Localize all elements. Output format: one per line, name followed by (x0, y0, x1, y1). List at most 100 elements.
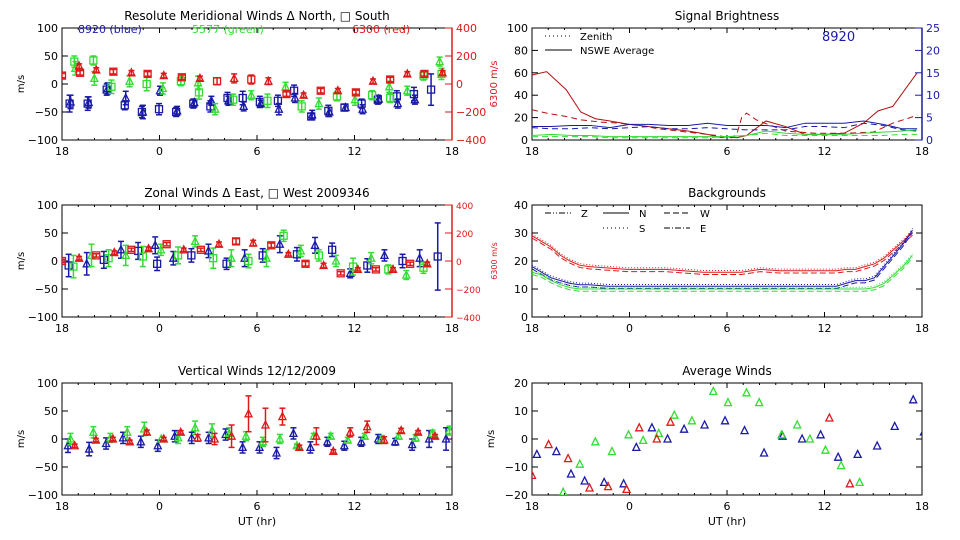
data-point-square (316, 86, 325, 95)
data-point-triangle (532, 448, 542, 459)
data-point-triangle (580, 475, 590, 485)
y-tick-label: 100 (37, 199, 58, 212)
y-tick-label: 50 (44, 227, 58, 240)
data-point-square (162, 240, 171, 249)
data-point-triangle (179, 244, 189, 254)
chart-title: Zonal Winds Δ East, □ West 2009346 (144, 186, 369, 200)
right-y-tick-label: 15 (926, 67, 940, 80)
data-point-square (138, 252, 148, 261)
data-point-triangle (144, 243, 154, 253)
x-tick-label: 6 (254, 145, 261, 158)
x-tick-label: 6 (724, 500, 731, 513)
data-point-triangle (603, 481, 613, 491)
plot-frame (531, 204, 923, 318)
data-point-triangle (631, 441, 641, 452)
data-point-triangle (665, 416, 676, 426)
x-tick-label: 18 (55, 500, 69, 513)
y-tick-label: −20 (505, 489, 528, 502)
chart-title: Vertical Winds 12/12/2009 (178, 364, 336, 378)
right-y-tick-label: 200 (456, 50, 477, 63)
x-tick-label: 6 (254, 500, 261, 513)
data-point-square (107, 82, 116, 91)
data-point-triangle (700, 419, 710, 429)
chart-title: Backgrounds (688, 186, 766, 200)
y-tick-label: 0 (521, 134, 528, 147)
data-point-square (420, 69, 429, 79)
data-point-triangle (290, 92, 300, 102)
right-y-tick-label: −200 (456, 106, 486, 119)
data-point-square (371, 265, 381, 274)
data-point-triangle (339, 440, 349, 450)
data-point-triangle (109, 247, 119, 257)
data-point-triangle (277, 411, 287, 421)
right-y-tick-label: −200 (456, 286, 481, 296)
data-point-square (426, 85, 436, 94)
data-point-triangle (723, 397, 733, 407)
data-point-triangle (679, 423, 689, 433)
data-point-triangle (296, 245, 306, 255)
x-tick-label: 6 (724, 322, 731, 335)
data-point-triangle (307, 109, 317, 119)
data-point-triangle (121, 249, 131, 260)
data-point-triangle (362, 421, 372, 431)
data-point-square (419, 263, 428, 272)
data-point-triangle (422, 258, 432, 268)
data-point-triangle (275, 238, 285, 248)
y-tick-label: 10 (514, 283, 528, 296)
data-point-square (222, 259, 231, 268)
right-y-tick-label: −400 (456, 134, 486, 147)
data-point-triangle (333, 85, 343, 95)
x-tick-label: 12 (818, 500, 832, 513)
data-point-triangle (669, 409, 679, 419)
y-tick-label: 0 (51, 255, 58, 268)
panel-vertical: Vertical Winds 12/12/2009 18 0 6 12 18 100 50 0 −… (16, 364, 459, 528)
data-point-square (314, 251, 323, 260)
right-y-tick-label: 20 (926, 44, 940, 57)
panel-meridional: Resolute Meridional Winds Δ North, □ Sou… (16, 9, 500, 158)
data-point-triangle (126, 67, 136, 77)
data-point-triangle (136, 436, 146, 446)
right-axis-label: 6300 m/s (490, 242, 499, 280)
data-point-triangle (407, 439, 417, 449)
x-tick-label: 18 (445, 145, 459, 158)
data-point-triangle (319, 260, 329, 270)
data-point-square (363, 261, 372, 270)
x-tick-label: 18 (525, 145, 539, 158)
data-layer (532, 385, 922, 495)
data-point-triangle (66, 96, 76, 106)
x-tick-label: 12 (818, 322, 832, 335)
data-point-triangle (872, 440, 882, 450)
data-point-square (231, 237, 241, 246)
y-tick-label: −10 (505, 461, 528, 474)
data-point-triangle (187, 432, 197, 442)
data-point-triangle (311, 430, 321, 440)
data-point-triangle (103, 83, 113, 93)
series-line (532, 71, 918, 139)
data-point-triangle (855, 476, 865, 487)
data-point-square (92, 251, 101, 260)
y-tick-label: 10 (514, 405, 528, 418)
y-tick-label: −100 (28, 134, 58, 147)
series-line-variant (532, 257, 913, 292)
data-point-triangle (394, 430, 404, 440)
data-point-triangle (739, 425, 750, 435)
data-point-triangle (310, 239, 320, 249)
data-point-triangle (853, 448, 863, 459)
annotation-blue: 8920 (blue) (78, 23, 142, 36)
series-line-variant (532, 230, 913, 272)
data-point-square (223, 93, 232, 103)
data-point-triangle (210, 103, 220, 113)
x-tick-label: 0 (156, 145, 163, 158)
data-point-triangle (607, 446, 617, 456)
data-point-triangle (619, 478, 629, 488)
data-point-triangle (294, 441, 304, 452)
data-point-triangle (91, 434, 101, 444)
data-point-triangle (345, 426, 355, 436)
data-point-square (279, 231, 288, 240)
right-y-tick-label: 0 (456, 78, 463, 91)
data-point-triangle (908, 394, 918, 404)
data-point-triangle (590, 436, 600, 446)
series-line-variant (532, 234, 913, 275)
data-point-triangle (410, 94, 420, 104)
data-point-triangle (345, 267, 355, 277)
